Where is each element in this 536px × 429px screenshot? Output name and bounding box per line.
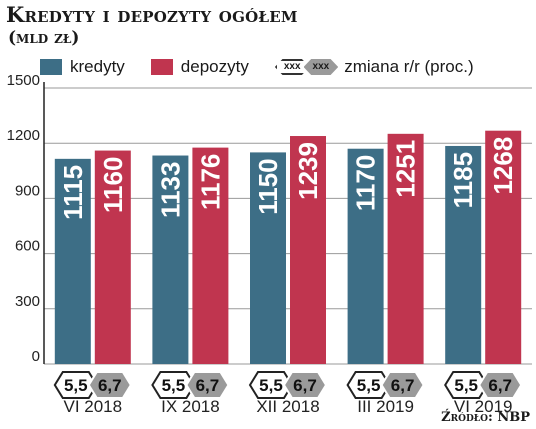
bar-kredyty bbox=[445, 145, 482, 364]
bar-value-label: 1115 bbox=[58, 165, 88, 220]
legend-swatch-depozyty bbox=[150, 59, 173, 75]
y-tick-label: 1500 bbox=[7, 72, 40, 89]
bar-value-label: 1239 bbox=[293, 142, 323, 200]
bar-value-label: 1170 bbox=[351, 155, 381, 211]
change-badge-depozyty-label: 6,7 bbox=[391, 376, 415, 395]
source-note: Źródło: NBP bbox=[441, 410, 530, 425]
change-badge-kredyty-label: 5,5 bbox=[259, 376, 283, 395]
y-tick-label: 300 bbox=[15, 293, 40, 310]
change-badge-kredyty-label: 5,5 bbox=[162, 376, 186, 395]
change-badge-depozyty-label: 6,7 bbox=[98, 376, 122, 395]
y-tick-label: 1200 bbox=[7, 127, 40, 144]
change-badge-depozyty-shape bbox=[478, 371, 523, 399]
bar-kredyty bbox=[250, 152, 286, 364]
bar-depozyty bbox=[290, 136, 326, 364]
legend-change-badge-kredyty: xxx bbox=[274, 59, 310, 75]
x-category-label: XII 2018 bbox=[256, 397, 319, 416]
bar-value-label: 1176 bbox=[195, 154, 225, 210]
change-badge-depozyty-label: 6,7 bbox=[196, 376, 220, 395]
legend-item-depozyty: depozyty bbox=[150, 57, 249, 77]
change-badge-kredyty-label: 5,5 bbox=[64, 376, 88, 395]
bar-depozyty bbox=[94, 150, 131, 364]
legend: kredyty depozyty xxx xxx zmiana r/r (pro… bbox=[40, 56, 500, 78]
x-category-label: IX 2018 bbox=[161, 397, 220, 416]
bar-kredyty bbox=[152, 155, 189, 364]
x-category-label: VI 2019 bbox=[454, 397, 513, 416]
legend-swatch-kredyty bbox=[40, 59, 62, 75]
legend-item-kredyty: kredyty bbox=[40, 57, 125, 77]
change-badge-kredyty-label: 5,5 bbox=[454, 376, 478, 395]
chart-subtitle: (mld zł) bbox=[8, 28, 80, 48]
change-badge-depozyty-label: 6,7 bbox=[488, 376, 512, 395]
bar-depozyty bbox=[387, 133, 424, 364]
bar-value-label: 1185 bbox=[448, 152, 478, 208]
y-tick-label: 0 bbox=[32, 348, 40, 365]
legend-label-depozyty: depozyty bbox=[180, 57, 249, 76]
x-category-label: VI 2018 bbox=[63, 397, 122, 416]
legend-label-kredyty: kredyty bbox=[70, 57, 125, 76]
change-badge-depozyty-shape bbox=[282, 371, 328, 399]
bar-value-label: 1160 bbox=[98, 157, 128, 213]
change-badge-kredyty-label: 5,5 bbox=[357, 376, 381, 395]
bar-value-label: 1150 bbox=[253, 158, 283, 214]
bar-depozyty bbox=[192, 147, 229, 364]
bar-depozyty bbox=[485, 130, 522, 364]
change-badge-depozyty-shape bbox=[185, 371, 230, 399]
chart-title: Kredyty i depozyty ogółem bbox=[6, 2, 298, 27]
bar-value-label: 1251 bbox=[391, 140, 421, 198]
y-tick-label: 600 bbox=[15, 238, 40, 255]
legend-change-badges: xxx xxx bbox=[274, 59, 339, 75]
change-badge-depozyty-label: 6,7 bbox=[293, 376, 317, 395]
bar-value-label: 1133 bbox=[155, 162, 185, 218]
bar-value-label: 1268 bbox=[488, 137, 518, 195]
legend-item-change: xxx xxx zmiana r/r (proc.) bbox=[274, 57, 474, 77]
change-badge-depozyty-shape bbox=[380, 371, 425, 399]
legend-label-change: zmiana r/r (proc.) bbox=[344, 57, 474, 76]
change-badge-depozyty-shape bbox=[87, 371, 132, 399]
y-tick-label: 900 bbox=[15, 182, 40, 199]
x-category-label: III 2019 bbox=[357, 397, 414, 416]
legend-change-badge-depozyty: xxx bbox=[303, 59, 339, 75]
bar-kredyty bbox=[54, 158, 91, 364]
bar-kredyty bbox=[347, 148, 384, 364]
